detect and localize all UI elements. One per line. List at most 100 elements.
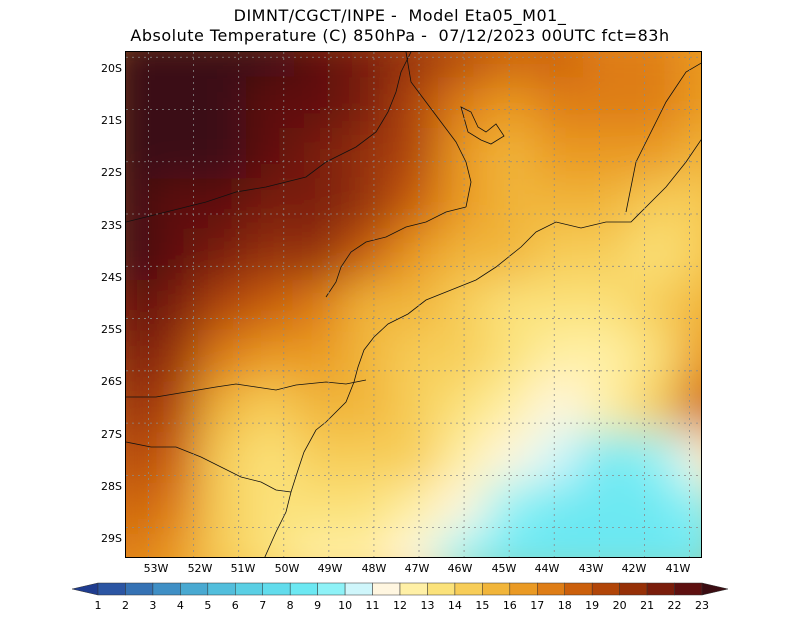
temperature-cell xyxy=(246,77,296,130)
temperature-cell xyxy=(630,52,680,79)
colorbar-label: 10 xyxy=(338,599,353,612)
temperature-cell xyxy=(294,229,344,282)
temperature-cell xyxy=(486,178,536,231)
temperature-cell xyxy=(342,128,392,180)
temperature-cell xyxy=(630,229,680,282)
temperature-cell xyxy=(678,280,701,332)
temperature-cell xyxy=(294,128,344,180)
temperature-cell xyxy=(150,280,200,332)
temperature-cell xyxy=(198,128,248,180)
colorbar-swatch xyxy=(482,582,511,596)
state-border-3 xyxy=(126,441,292,493)
temperature-cell xyxy=(150,52,200,79)
state-border-4 xyxy=(325,206,467,298)
lon-label: 45W xyxy=(491,562,517,575)
colorbar-swatch xyxy=(344,582,373,596)
lon-label: 53W xyxy=(143,562,169,575)
temperature-cell xyxy=(150,178,200,231)
temperature-cell xyxy=(486,280,536,332)
temperature-map xyxy=(125,51,702,558)
colorbar-label: 23 xyxy=(695,599,709,612)
colorbar-swatch xyxy=(372,582,401,596)
temperature-field xyxy=(126,52,701,557)
temperature-cell xyxy=(246,482,296,535)
colorbar xyxy=(72,582,728,596)
lon-label: 47W xyxy=(404,562,430,575)
temperature-cell xyxy=(246,178,296,231)
temperature-cell xyxy=(390,229,440,282)
lon-label: 44W xyxy=(534,562,560,575)
map-title-line2: Absolute Temperature (C) 850hPa - 07/12/… xyxy=(130,26,670,45)
colorbar-label: 6 xyxy=(231,599,239,612)
state-border-2 xyxy=(126,379,367,398)
temperature-cell xyxy=(678,482,701,535)
colorbar-label: 12 xyxy=(393,599,407,612)
lon-label: 50W xyxy=(274,562,300,575)
colorbar-label: 11 xyxy=(365,599,380,612)
temperature-cell xyxy=(198,178,248,231)
colorbar-label: 1 xyxy=(94,599,102,612)
colorbar-swatch xyxy=(180,582,209,596)
temperature-cell xyxy=(582,52,632,79)
temperature-cell xyxy=(390,381,440,434)
temperature-cell xyxy=(678,178,701,231)
temperature-cell xyxy=(582,77,632,130)
lon-label: 43W xyxy=(578,562,604,575)
temperature-cell xyxy=(294,178,344,231)
colorbar-swatch xyxy=(646,582,675,596)
temperature-cell xyxy=(294,482,344,535)
temperature-cell xyxy=(342,330,392,383)
temperature-cell xyxy=(582,178,632,231)
temperature-cell xyxy=(438,381,488,434)
coastline xyxy=(264,139,701,557)
lat-label: 25S xyxy=(101,323,122,336)
temperature-cell xyxy=(126,77,152,130)
temperature-cell xyxy=(294,280,344,332)
lat-label: 29S xyxy=(101,532,122,545)
temperature-cell xyxy=(198,77,248,130)
colorbar-label: 21 xyxy=(640,599,655,612)
temperature-cell xyxy=(438,77,488,130)
temperature-cell xyxy=(390,432,440,484)
colorbar-swatch xyxy=(289,582,318,596)
colorbar-swatch xyxy=(674,582,703,596)
temperature-cell xyxy=(126,381,152,434)
colorbar-label: 9 xyxy=(314,599,322,612)
temperature-cell xyxy=(390,280,440,332)
temperature-cell xyxy=(630,533,680,557)
temperature-cell xyxy=(198,280,248,332)
colorbar-label: 7 xyxy=(259,599,267,612)
colorbar-label: 16 xyxy=(502,599,517,612)
temperature-cell xyxy=(246,128,296,180)
temperature-cell xyxy=(630,77,680,130)
lat-label: 24S xyxy=(101,271,122,284)
colorbar-min-arrow xyxy=(72,582,99,596)
temperature-cell xyxy=(534,482,584,535)
colorbar-label: 17 xyxy=(530,599,545,612)
temperature-cell xyxy=(390,77,440,130)
lat-label: 27S xyxy=(101,428,122,441)
temperature-cell xyxy=(438,533,488,557)
lat-label: 23S xyxy=(101,219,122,232)
temperature-cell xyxy=(582,128,632,180)
state-border-1 xyxy=(126,52,412,223)
colorbar-swatch xyxy=(427,582,456,596)
temperature-cell xyxy=(294,381,344,434)
lat-label: 22S xyxy=(101,166,122,179)
colorbar-swatch xyxy=(454,582,483,596)
lon-label: 52W xyxy=(187,562,213,575)
colorbar-swatch xyxy=(97,582,126,596)
temperature-cell xyxy=(534,178,584,231)
temperature-cell xyxy=(342,381,392,434)
temperature-cell xyxy=(630,178,680,231)
temperature-cell xyxy=(294,330,344,383)
temperature-cell xyxy=(246,330,296,383)
colorbar-swatch xyxy=(262,582,291,596)
colorbar-swatch xyxy=(619,582,648,596)
temperature-cell xyxy=(678,128,701,180)
temperature-cell xyxy=(390,330,440,383)
temperature-cell xyxy=(486,77,536,130)
temperature-cell xyxy=(486,381,536,434)
colorbar-label: 20 xyxy=(612,599,627,612)
temperature-cell xyxy=(126,280,152,332)
